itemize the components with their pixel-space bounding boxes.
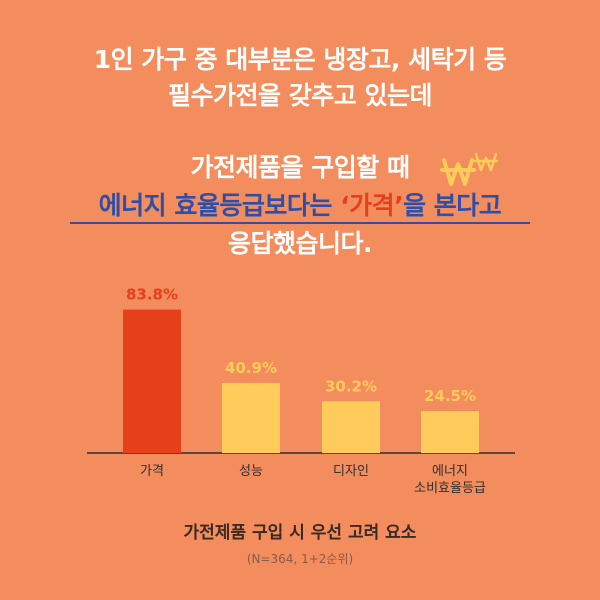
bar-2: [322, 401, 380, 453]
headline-line-2: 필수가전을 갖추고 있는데: [168, 81, 432, 110]
headline-line-4: 에너지 효율등급보다는 ‘가격’을 본다고: [0, 188, 600, 224]
headline-line-1: 1인 가구 중 대부분은 냉장고, 세탁기 등: [93, 45, 507, 74]
chart-caption: 가전제품 구입 시 우선 고려 요소: [183, 523, 417, 543]
category-label-1: 성능: [239, 464, 263, 479]
headline-line-5: 응답했습니다.: [228, 229, 373, 258]
data-label-2: 30.2%: [325, 377, 377, 395]
category-label-0: 가격: [140, 464, 164, 479]
data-label-0: 83.8%: [126, 286, 178, 304]
headline-underline: [70, 222, 530, 224]
won-sign-icon: [440, 152, 499, 186]
data-label-3: 24.5%: [424, 387, 476, 405]
headline-line-4-part2: 을 본다고: [403, 191, 502, 220]
bar-3: [421, 411, 479, 453]
headline-line-4-part1: 에너지 효율등급보다는: [98, 191, 341, 220]
headline-price-highlight: ‘가격’: [340, 191, 404, 220]
category-label-2: 디자인: [333, 464, 369, 479]
category-label-3-1: 소비효율등급: [414, 481, 486, 496]
data-label-1: 40.9%: [225, 359, 277, 377]
bar-1: [222, 383, 280, 453]
bar-0: [123, 309, 181, 453]
chart-note: (N=364, 1+2순위): [246, 552, 354, 566]
headline-line-3: 가전제품을 구입할 때: [190, 153, 410, 182]
category-label-3-0: 에너지: [432, 464, 468, 479]
